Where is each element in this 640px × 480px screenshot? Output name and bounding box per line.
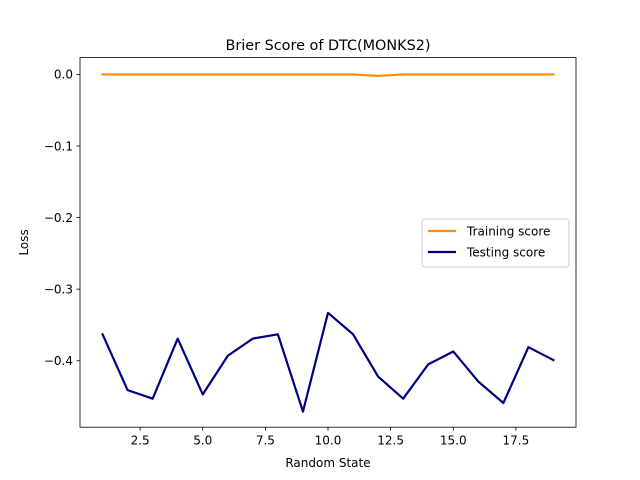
x-tick-label: 12.5 [377,434,404,448]
y-tick-label: −0.3 [44,282,73,296]
y-tick-label: 0.0 [54,68,73,82]
series-line-1 [101,311,555,413]
x-tick-label: 5.0 [193,434,212,448]
x-axis-label: Random State [285,456,370,470]
series-layer [101,73,555,413]
y-tick-label: −0.4 [44,354,73,368]
x-tick-label: 7.5 [256,434,275,448]
y-tick-label: −0.1 [44,139,73,153]
y-axis-label: Loss [17,229,31,255]
y-tick-label: −0.2 [44,211,73,225]
legend: Training score Testing score [421,218,570,268]
legend-label-testing: Testing score [466,246,545,260]
x-axis-ticks: 2.5 5.0 7.5 10.0 12.5 15.0 17.5 [131,427,530,448]
legend-label-training: Training score [466,225,550,239]
chart-title: Brier Score of DTC(MONKS2) [226,38,431,54]
x-tick-label: 10.0 [315,434,342,448]
legend-box [421,218,570,268]
x-tick-label: 15.0 [440,434,467,448]
x-tick-label: 17.5 [503,434,530,448]
x-tick-label: 2.5 [131,434,150,448]
series-line-0 [101,73,555,77]
y-axis-ticks: 0.0 −0.1 −0.2 −0.3 −0.4 [44,68,80,368]
